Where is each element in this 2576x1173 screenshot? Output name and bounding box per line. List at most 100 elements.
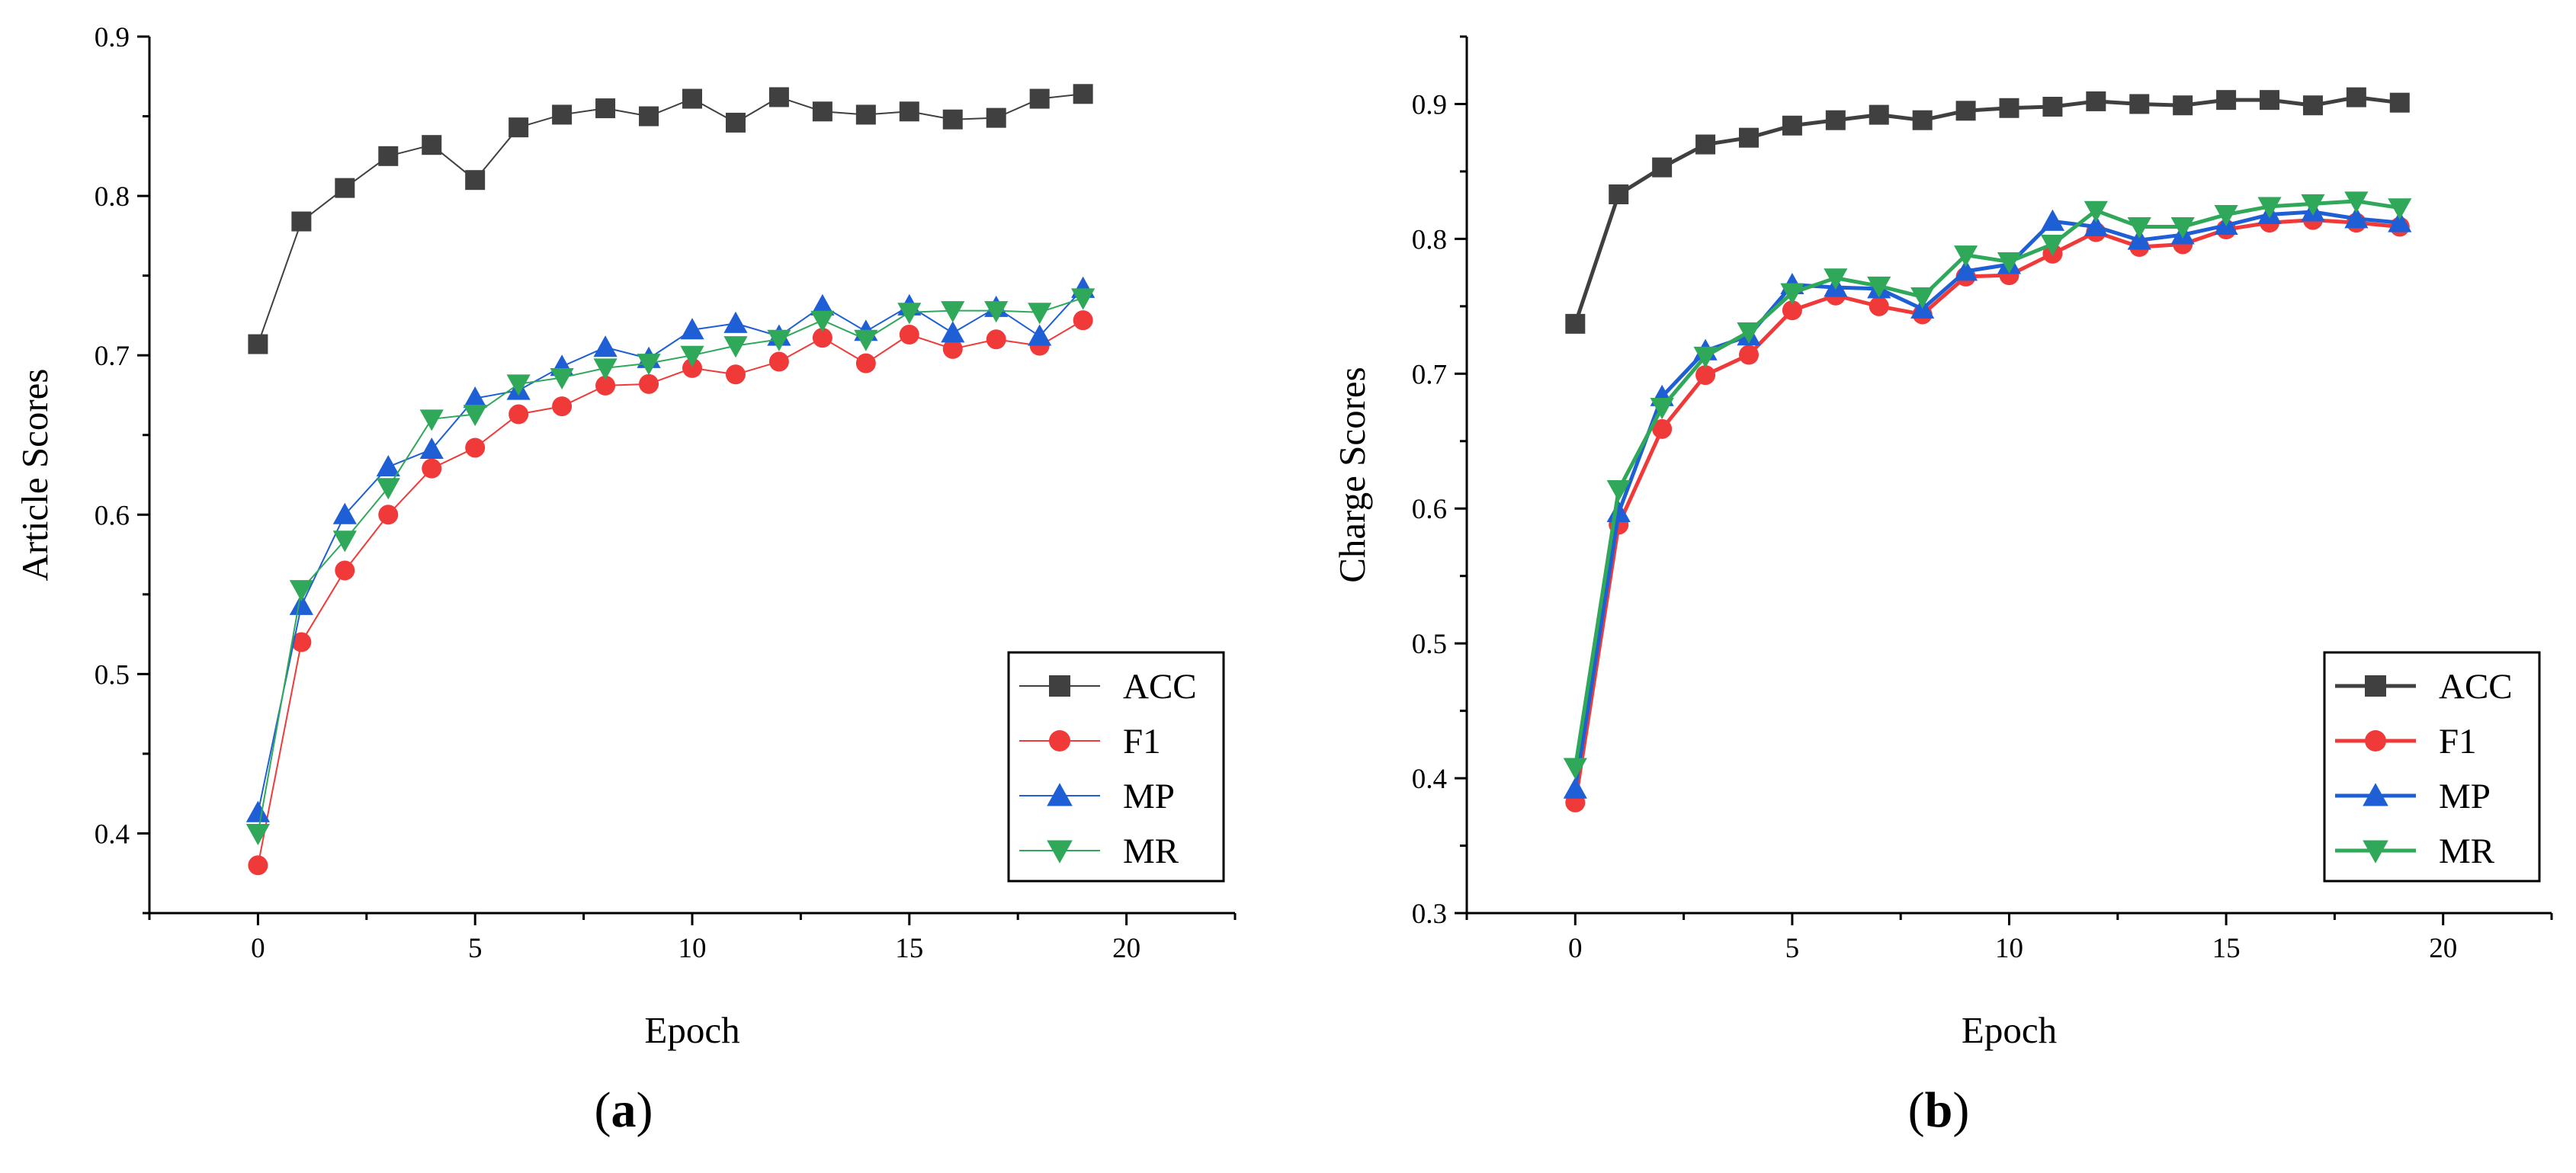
y-tick-label: 0.8 (95, 181, 130, 213)
data-point-f1 (1738, 345, 1759, 365)
data-point-acc (2173, 95, 2193, 116)
legend-label-mr: MR (1123, 832, 1179, 871)
data-point-mr (723, 336, 748, 358)
data-point-acc (1029, 88, 1050, 109)
data-point-acc (2216, 90, 2237, 111)
data-point-mp (463, 386, 487, 409)
y-axis-title: Charge Scores (1331, 367, 1373, 583)
y-tick-label: 0.6 (95, 500, 130, 531)
legend-marker-mr (1047, 840, 1073, 864)
data-point-mr (2214, 205, 2238, 227)
data-point-acc (986, 107, 1006, 128)
data-point-acc (942, 109, 963, 130)
data-point-acc (2389, 92, 2410, 113)
legend-label-mr: MR (2439, 832, 2495, 871)
data-point-mr (984, 301, 1009, 323)
data-point-mp (419, 437, 444, 460)
data-point-acc (465, 170, 486, 191)
legend-label-f1: F1 (1123, 722, 1161, 761)
data-point-mr (2084, 200, 2108, 223)
y-tick-label: 0.8 (1412, 224, 1447, 255)
x-tick-label: 10 (1995, 933, 2023, 964)
data-point-mr (897, 303, 922, 325)
x-tick-label: 0 (251, 933, 265, 964)
data-point-f1 (986, 329, 1006, 350)
x-axis-title: Epoch (1962, 1009, 2057, 1051)
data-point-mr (245, 823, 270, 846)
data-point-f1 (942, 338, 963, 359)
data-point-mr (1071, 288, 1096, 310)
data-point-mp (332, 502, 357, 524)
data-point-f1 (855, 353, 876, 373)
data-point-mr (1910, 287, 1935, 309)
data-point-f1 (1869, 296, 1889, 316)
data-point-mr (854, 329, 878, 351)
legend-marker-mr (2363, 840, 2388, 864)
data-point-mr (1606, 479, 1631, 502)
data-point-mr (2040, 234, 2065, 257)
y-tick-label: 0.4 (1412, 764, 1447, 795)
data-point-mp (2040, 209, 2065, 231)
x-axis-title: Epoch (644, 1009, 739, 1051)
data-point-f1 (552, 396, 573, 417)
data-point-mp (723, 311, 748, 333)
data-point-acc (248, 334, 268, 354)
data-point-mp (680, 318, 704, 340)
data-point-f1 (812, 328, 832, 348)
legend-marker-acc (2365, 675, 2386, 697)
data-point-mr (332, 530, 357, 553)
y-axis-title: Article Scores (14, 369, 56, 582)
data-point-mr (680, 345, 704, 367)
data-point-mr (1563, 758, 1587, 780)
data-point-f1 (422, 458, 442, 479)
data-point-acc (768, 87, 789, 107)
legend-label-acc: ACC (1123, 667, 1197, 707)
data-point-mp (941, 321, 965, 343)
data-point-mr (419, 409, 444, 431)
data-point-acc (422, 135, 442, 155)
series-line-mp (257, 287, 1084, 813)
chart-panel-a: 0 5 10 15 20 0.4 0.5 0.6 0.7 0.8 0.9 Epoch Article S… (14, 22, 1237, 1138)
y-tick-label: 0.6 (1412, 494, 1447, 525)
data-point-mr (2127, 216, 2151, 239)
x-tick-label: 0 (1568, 933, 1583, 964)
data-point-mr (1867, 276, 1891, 298)
data-point-mr (593, 358, 618, 380)
data-point-mr (2170, 216, 2195, 239)
y-tick-label: 0.4 (95, 819, 130, 850)
data-point-acc (812, 101, 832, 122)
data-point-mr (463, 405, 487, 427)
data-point-acc (1652, 157, 1673, 178)
data-point-acc (639, 106, 659, 127)
data-point-mr (550, 367, 574, 390)
data-point-acc (682, 88, 702, 109)
data-point-acc (595, 98, 616, 119)
data-point-acc (1912, 110, 1933, 130)
panel-label: (b) (1908, 1082, 1970, 1138)
data-point-acc (1565, 313, 1586, 334)
data-point-mp (245, 800, 270, 822)
data-point-acc (552, 104, 573, 125)
data-point-f1 (1073, 310, 1093, 331)
data-point-mr (1737, 322, 1761, 345)
legend-label-mp: MP (2439, 777, 2491, 816)
data-point-acc (2042, 97, 2063, 117)
data-point-mp (2388, 210, 2412, 232)
data-point-acc (378, 146, 399, 166)
data-point-acc (1738, 127, 1759, 148)
data-point-mp (810, 293, 835, 316)
data-point-f1 (378, 505, 399, 525)
data-point-acc (1955, 101, 1976, 121)
data-point-mp (1563, 777, 1587, 799)
data-point-mp (2084, 214, 2108, 236)
data-point-mp (593, 335, 618, 357)
data-point-f1 (1652, 418, 1673, 439)
data-point-mr (1650, 398, 1674, 420)
data-point-mr (1824, 268, 1848, 290)
data-point-mr (1953, 245, 1978, 268)
data-point-mr (1028, 303, 1052, 325)
y-tick-label: 0.7 (95, 341, 130, 372)
data-point-mr (506, 374, 531, 396)
chart-panel-b: 0 5 10 15 20 0.3 0.4 0.5 0.6 0.7 0.8 0.9 Epoch Charge… (1331, 35, 2553, 1138)
